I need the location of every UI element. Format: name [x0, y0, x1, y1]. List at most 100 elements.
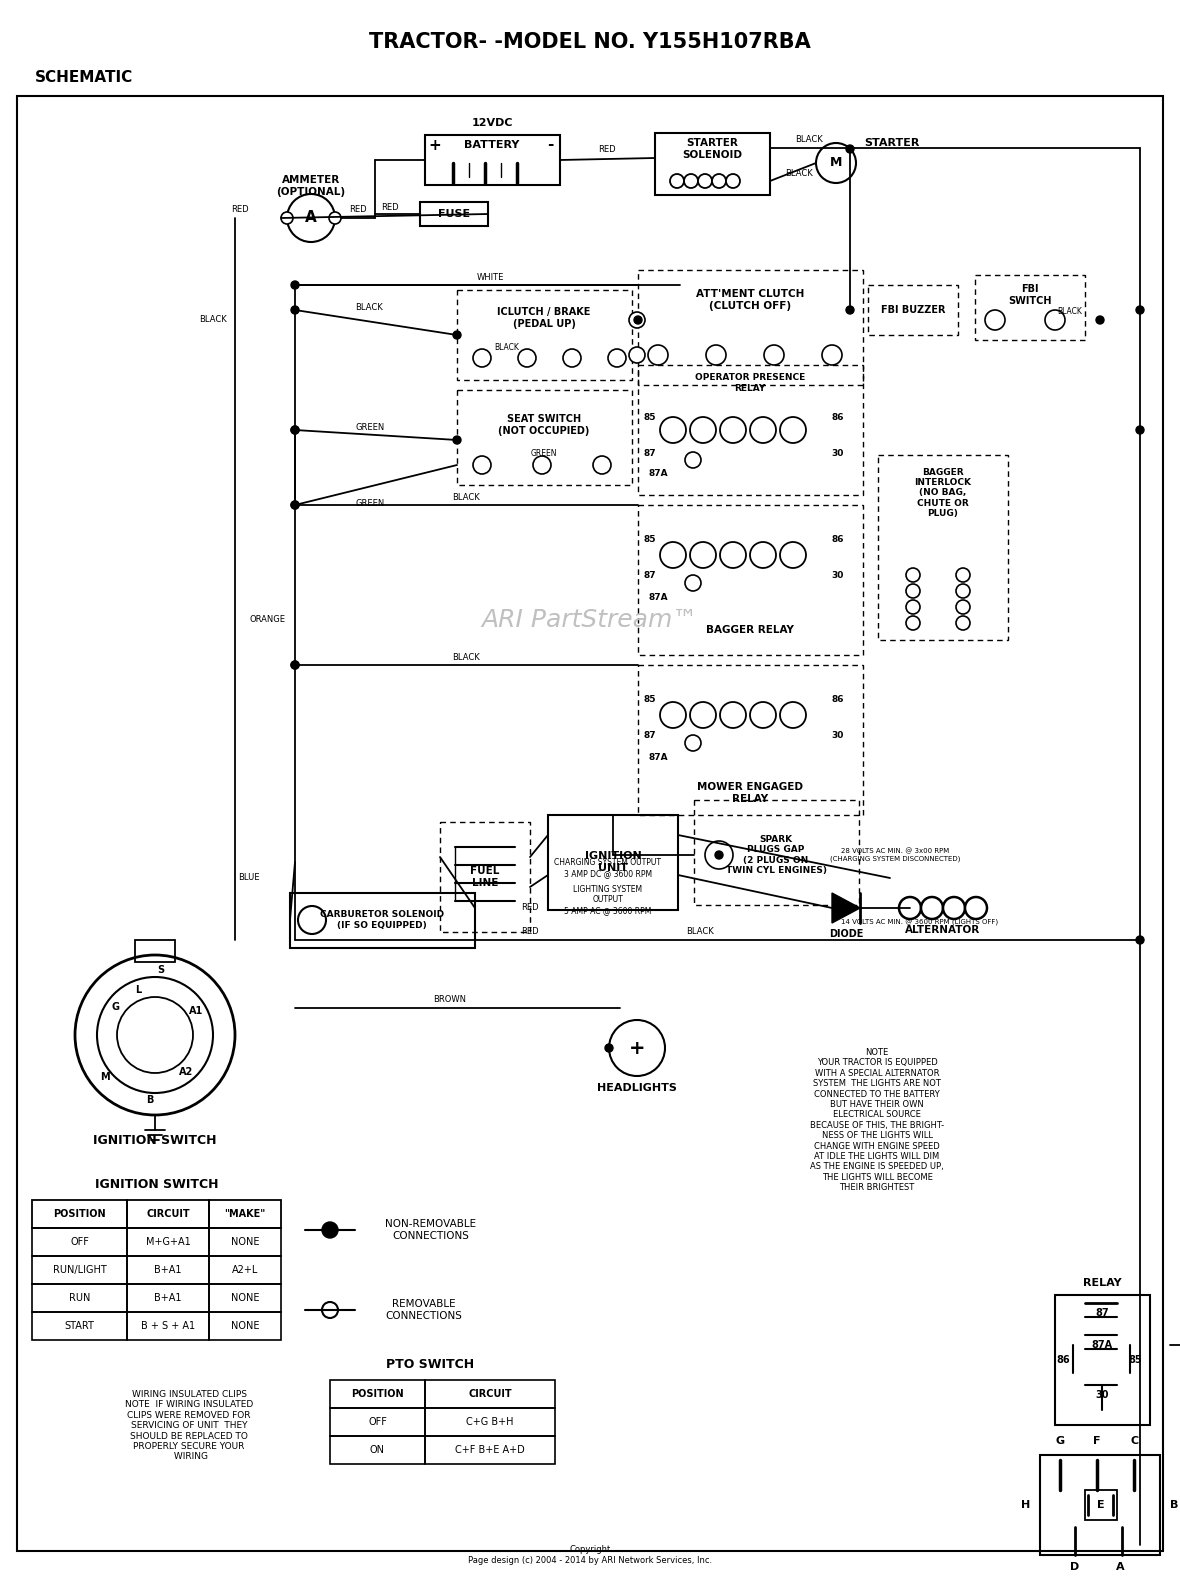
Text: C+G B+H: C+G B+H: [466, 1416, 513, 1427]
Text: BROWN: BROWN: [433, 995, 466, 1004]
Bar: [330, 1435, 425, 1464]
Text: RED: RED: [349, 205, 367, 215]
Text: 30: 30: [1095, 1390, 1109, 1401]
Polygon shape: [832, 894, 860, 924]
Circle shape: [329, 212, 341, 224]
Bar: [440, 823, 530, 932]
Circle shape: [715, 851, 723, 859]
Text: 86: 86: [832, 412, 844, 422]
Circle shape: [956, 616, 970, 630]
Text: HEADLIGHTS: HEADLIGHTS: [597, 1083, 677, 1093]
Circle shape: [291, 501, 299, 508]
Circle shape: [594, 456, 611, 474]
Text: B: B: [145, 1094, 153, 1105]
Text: CIRCUIT: CIRCUIT: [146, 1210, 190, 1219]
Text: NONE: NONE: [231, 1322, 260, 1331]
Text: BLACK: BLACK: [1057, 308, 1082, 316]
Bar: [425, 1435, 555, 1464]
Circle shape: [634, 316, 642, 324]
Circle shape: [533, 456, 551, 474]
Circle shape: [291, 306, 299, 314]
Circle shape: [720, 417, 746, 444]
Bar: [330, 1408, 425, 1435]
Text: FBI
SWITCH: FBI SWITCH: [1008, 284, 1051, 306]
Text: BLACK: BLACK: [494, 344, 519, 352]
Circle shape: [453, 436, 461, 444]
Text: C+F B+E A+D: C+F B+E A+D: [455, 1445, 525, 1454]
Circle shape: [117, 996, 194, 1074]
Text: 85: 85: [644, 412, 656, 422]
Circle shape: [712, 174, 726, 188]
Bar: [878, 455, 1008, 639]
Bar: [32, 1284, 127, 1312]
Circle shape: [906, 600, 920, 614]
Circle shape: [629, 347, 645, 363]
Text: IGNITION SWITCH: IGNITION SWITCH: [93, 1134, 217, 1146]
Circle shape: [1136, 426, 1143, 434]
Text: 85: 85: [644, 695, 656, 704]
Circle shape: [518, 349, 536, 366]
Circle shape: [1045, 309, 1066, 330]
Text: B+A1: B+A1: [155, 1265, 182, 1274]
Text: STARTER: STARTER: [864, 137, 919, 148]
Text: BLACK: BLACK: [355, 303, 382, 313]
Circle shape: [563, 349, 581, 366]
Bar: [290, 894, 476, 947]
Bar: [127, 1255, 209, 1284]
Circle shape: [906, 568, 920, 583]
Circle shape: [750, 542, 776, 568]
Circle shape: [706, 344, 726, 365]
Text: RELAY: RELAY: [1083, 1277, 1121, 1288]
Text: ORANGE: ORANGE: [249, 616, 286, 625]
Bar: [209, 1200, 281, 1228]
Circle shape: [965, 897, 986, 919]
Text: 87A: 87A: [648, 469, 668, 477]
Text: POSITION: POSITION: [352, 1390, 404, 1399]
Text: FBI BUZZER: FBI BUZZER: [880, 305, 945, 314]
Text: A: A: [306, 210, 317, 226]
Text: RED: RED: [522, 903, 539, 913]
Text: D: D: [1070, 1562, 1080, 1573]
Bar: [209, 1312, 281, 1341]
Text: 86: 86: [1056, 1355, 1070, 1364]
Text: BLACK: BLACK: [795, 136, 822, 145]
Circle shape: [648, 344, 668, 365]
Text: SEAT SWITCH
(NOT OCCUPIED): SEAT SWITCH (NOT OCCUPIED): [498, 414, 590, 436]
Bar: [1040, 1454, 1160, 1555]
Bar: [638, 665, 863, 815]
Text: 12VDC: 12VDC: [471, 118, 513, 128]
Text: 87: 87: [643, 448, 656, 458]
Text: NOTE
YOUR TRACTOR IS EQUIPPED
WITH A SPECIAL ALTERNATOR
SYSTEM  THE LIGHTS ARE N: NOTE YOUR TRACTOR IS EQUIPPED WITH A SPE…: [809, 1048, 944, 1192]
Text: 87: 87: [643, 570, 656, 579]
Text: ATT'MENT CLUTCH
(CLUTCH OFF): ATT'MENT CLUTCH (CLUTCH OFF): [696, 289, 805, 311]
Circle shape: [609, 1020, 666, 1075]
Text: BLACK: BLACK: [785, 169, 813, 177]
Circle shape: [846, 145, 854, 153]
Text: CIRCUIT: CIRCUIT: [468, 1390, 512, 1399]
Circle shape: [956, 568, 970, 583]
Text: 30: 30: [832, 570, 844, 579]
Bar: [127, 1200, 209, 1228]
Circle shape: [299, 906, 326, 935]
Circle shape: [690, 542, 716, 568]
Circle shape: [473, 456, 491, 474]
Text: 30: 30: [832, 731, 844, 739]
Text: NONE: NONE: [231, 1236, 260, 1247]
Text: G: G: [112, 1003, 119, 1012]
Circle shape: [906, 616, 920, 630]
Text: 85: 85: [644, 535, 656, 545]
Text: RUN: RUN: [68, 1293, 90, 1303]
Text: BAGGER
INTERLOCK
(NO BAG,
CHUTE OR
PLUG): BAGGER INTERLOCK (NO BAG, CHUTE OR PLUG): [914, 467, 971, 518]
Circle shape: [686, 575, 701, 591]
Circle shape: [1096, 316, 1104, 324]
Bar: [209, 1228, 281, 1255]
Text: BAGGER RELAY: BAGGER RELAY: [706, 625, 794, 635]
Text: LIGHTING SYSTEM
OUTPUT
5 AMP AC @ 3600 RPM: LIGHTING SYSTEM OUTPUT 5 AMP AC @ 3600 R…: [564, 886, 651, 914]
Text: DIODE: DIODE: [828, 928, 864, 940]
Text: A: A: [1115, 1562, 1125, 1573]
Circle shape: [291, 662, 299, 669]
Circle shape: [690, 417, 716, 444]
Bar: [32, 1228, 127, 1255]
Circle shape: [322, 1303, 337, 1318]
Text: 87A: 87A: [648, 592, 668, 602]
